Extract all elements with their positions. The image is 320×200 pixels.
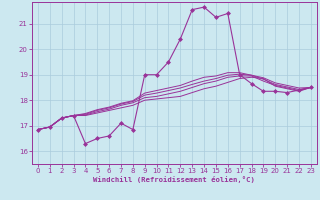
X-axis label: Windchill (Refroidissement éolien,°C): Windchill (Refroidissement éolien,°C) [93, 176, 255, 183]
